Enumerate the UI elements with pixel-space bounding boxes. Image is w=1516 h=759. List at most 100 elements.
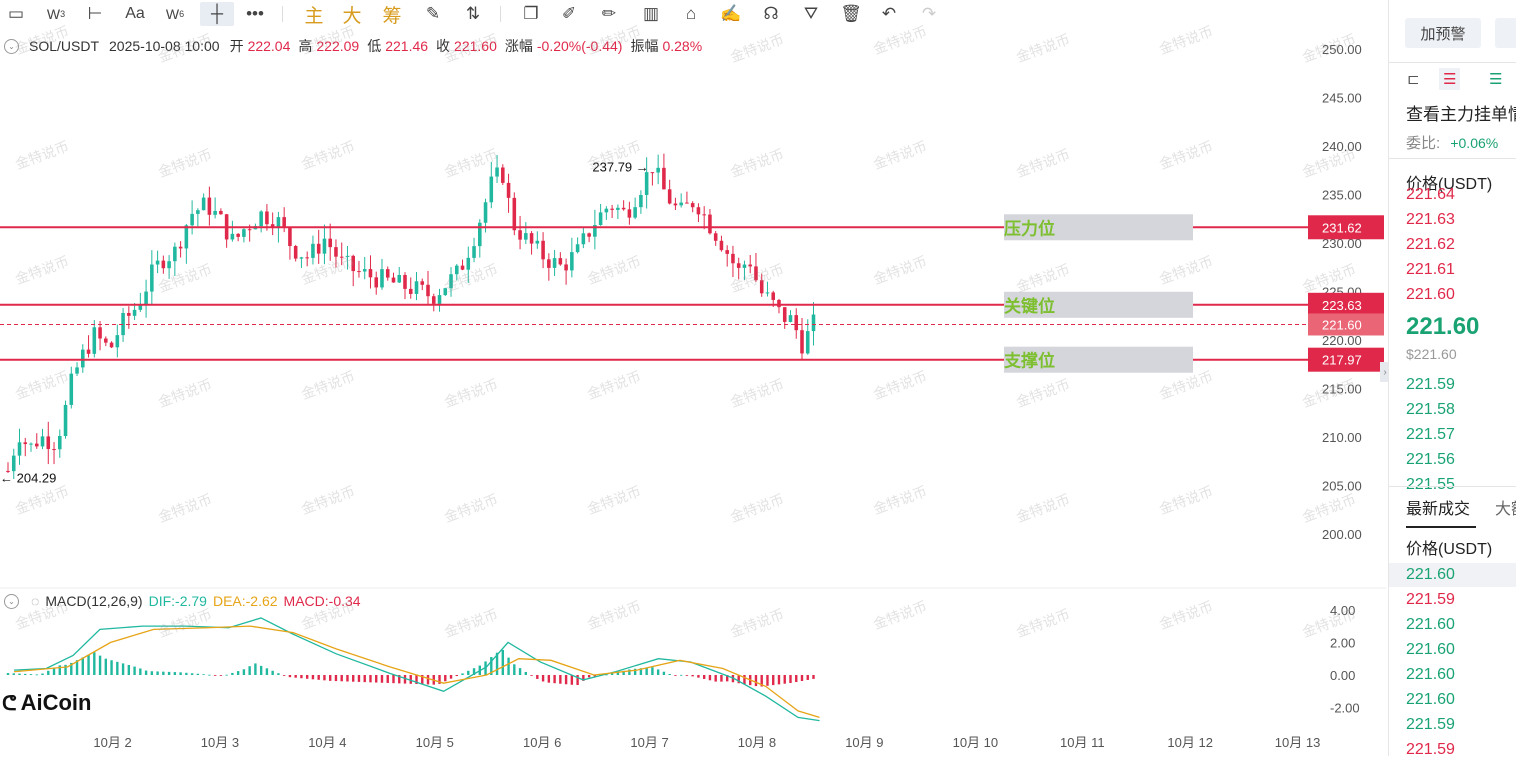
macd-histogram-bar (806, 675, 809, 680)
macd-histogram-bar (231, 672, 234, 675)
low-label: 低 (367, 38, 382, 54)
ask-row[interactable]: 221.60 (1406, 286, 1455, 303)
open-value: 222.04 (247, 38, 291, 54)
candle-body (495, 167, 499, 177)
candle-body (17, 442, 22, 456)
depth-view-icon[interactable]: ⊏ (1407, 71, 1420, 88)
collapse-chevron-icon[interactable]: ⌄ (4, 38, 19, 54)
collapse-chevron-icon[interactable]: ⌄ (4, 593, 19, 609)
candle-body (57, 436, 62, 450)
candle-body (351, 255, 355, 272)
candle-body (575, 244, 580, 253)
candle-body (316, 243, 321, 254)
ask-row[interactable]: 221.64 (1406, 186, 1455, 203)
main-orders-title[interactable]: 查看主力挂单情 (1406, 105, 1516, 124)
copy-layout-icon[interactable]: ❐ (523, 4, 539, 23)
macd-histogram-bar (812, 675, 815, 679)
candle-body (616, 207, 620, 210)
filter-icon[interactable]: ⛛ (803, 4, 819, 23)
candle-body (765, 292, 770, 294)
candle-body (713, 233, 718, 241)
trash-icon[interactable]: 🗑 (840, 4, 862, 23)
macd-histogram-bar (208, 674, 211, 676)
macd-histogram-bar (52, 668, 56, 675)
bid-row[interactable]: 221.56 (1406, 451, 1455, 468)
text-tool-icon[interactable]: Aa (125, 5, 145, 22)
notes-icon[interactable]: ✍ (720, 4, 742, 23)
rectangle-tool-icon[interactable]: ▭ (7, 4, 25, 23)
ask-row[interactable]: 221.61 (1406, 261, 1455, 278)
macd-histogram-bar (541, 675, 545, 682)
bid-row[interactable]: 221.57 (1406, 426, 1455, 443)
price-tick-label: 205.00 (1322, 479, 1362, 494)
more-button[interactable] (1495, 18, 1516, 48)
panel-collapse-icon[interactable]: › (1380, 362, 1390, 382)
macd-histogram-bar (518, 668, 522, 675)
candle-body (46, 436, 51, 450)
candle-body (29, 443, 33, 445)
candle-body (685, 202, 689, 204)
macd-histogram-bar (380, 675, 384, 683)
undo-icon[interactable]: ↶ (881, 4, 897, 23)
pencil-icon[interactable]: ✏ (601, 4, 617, 23)
bid-row[interactable]: 221.59 (1406, 376, 1455, 393)
macd-histogram-bar (179, 672, 182, 675)
datetime-label: 2025-10-08 10:00 (109, 38, 220, 54)
candles-icon[interactable]: ▥ (642, 4, 660, 23)
magnet-icon[interactable]: ☊ (763, 4, 779, 23)
ask-row[interactable]: 221.62 (1406, 236, 1455, 253)
macd-histogram-bar (587, 675, 591, 678)
price-tick-label: 210.00 (1322, 430, 1362, 445)
horizontal-line-tool-icon[interactable]: ⊢ (87, 4, 103, 23)
candle-body (679, 202, 683, 206)
date-tick-label: 10月 8 (738, 735, 776, 750)
macd-histogram-bar (41, 673, 44, 675)
orderbook-view-icon[interactable]: ☰ (1439, 68, 1461, 90)
add-alert-button[interactable]: 加预警 (1405, 18, 1481, 48)
macd-histogram-bar (277, 673, 280, 675)
macd-histogram-bar (127, 664, 131, 675)
tab-latest-trades[interactable]: 最新成交 (1406, 501, 1471, 518)
lock-icon[interactable]: ⌂ (685, 4, 697, 23)
main-indicator-button[interactable]: 主 (304, 5, 324, 27)
aicoin-logo: ᕦ AiCoin (2, 690, 92, 716)
level-name-label: 压力位 (1004, 218, 1055, 238)
macd-histogram-bar (156, 671, 159, 675)
list-view-icon[interactable]: ☰ (1489, 71, 1503, 88)
tab-large-trades[interactable]: 大额 (1495, 501, 1516, 518)
macd-histogram-bar (645, 667, 648, 675)
macd-histogram-bar (167, 671, 171, 675)
price-chart[interactable]: 250.00245.00240.00235.00230.00225.00220.… (0, 28, 1386, 756)
low-annotation: ← 204.29 (0, 470, 56, 485)
date-tick-label: 10月 7 (630, 735, 668, 750)
redo-icon[interactable]: ↷ (921, 4, 937, 23)
macd-histogram-bar (202, 674, 205, 676)
macd-histogram-bar (190, 673, 194, 675)
large-orders-button[interactable]: 大 (342, 5, 362, 27)
more-tools-icon[interactable]: ••• (246, 4, 264, 23)
candle-body (811, 314, 816, 332)
crosshair-tool-icon[interactable]: ┼ (200, 2, 234, 26)
sort-icon[interactable]: ⇅ (465, 4, 481, 23)
trade-row: 221.60 (1406, 666, 1455, 683)
chip-distribution-button[interactable]: 筹 (382, 5, 402, 27)
ruler-icon[interactable]: ✐ (561, 4, 577, 23)
bid-row[interactable]: 221.55 (1406, 476, 1455, 493)
edit-icon[interactable]: ✎ (425, 4, 441, 23)
candle-body (282, 217, 286, 228)
candle-body (52, 449, 56, 451)
macd-histogram-bar (329, 675, 332, 681)
bid-row[interactable]: 221.58 (1406, 401, 1455, 418)
ask-row[interactable]: 221.63 (1406, 211, 1455, 228)
candle-body (478, 222, 482, 247)
macd-histogram-bar (795, 675, 798, 683)
macd-histogram-bar (139, 668, 142, 675)
candle-body (391, 277, 396, 283)
candle-body (127, 312, 131, 316)
candle-body (472, 246, 476, 258)
visibility-icon[interactable]: ◌ (31, 593, 40, 609)
candle-body (92, 327, 97, 354)
